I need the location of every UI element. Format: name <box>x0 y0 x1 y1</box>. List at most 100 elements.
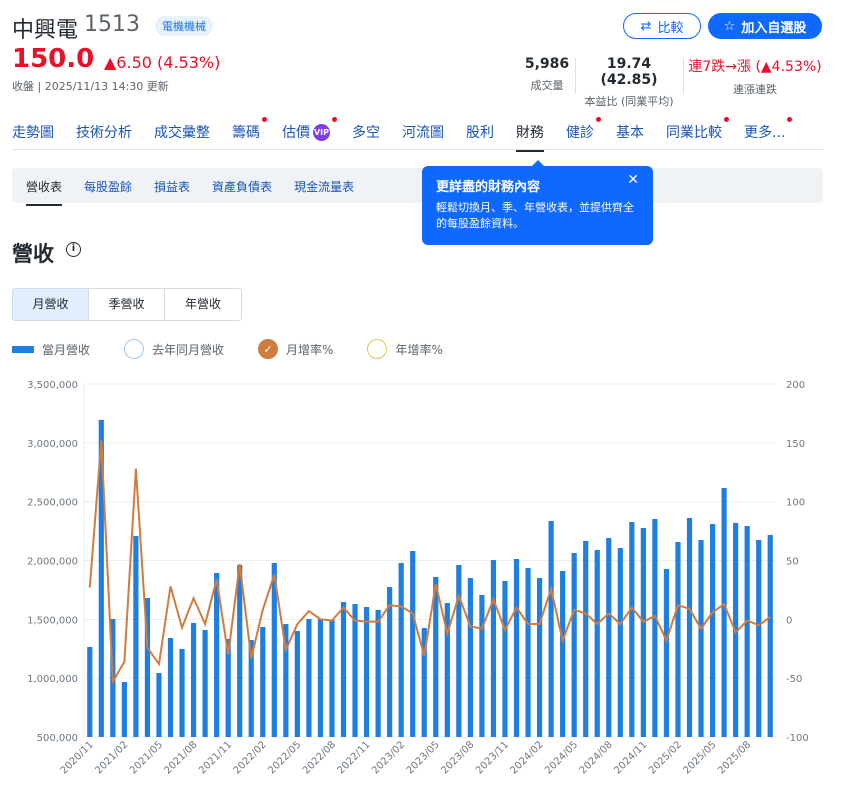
industry-tag[interactable]: 電機機械 <box>155 16 213 36</box>
revenue-bar <box>606 538 612 737</box>
stat-streak: 連7跌→漲 (▲4.53%) 連漲連跌 <box>688 59 822 96</box>
nav-tab-12[interactable]: 更多... <box>744 117 793 152</box>
chart-legend: 當月營收 去年同月營收 ✓ 月增率% 年增率% <box>12 339 477 359</box>
add-watchlist-button[interactable]: ☆ 加入自選股 <box>708 13 822 39</box>
y-right-tick: 50 <box>786 557 799 568</box>
y-right-tick: -100 <box>786 733 809 744</box>
revenue-bar <box>225 638 231 737</box>
x-tick: 2023/11 <box>474 739 511 776</box>
divider <box>683 58 684 94</box>
revenue-bar <box>583 540 589 737</box>
revenue-bar <box>190 622 197 737</box>
notification-dot <box>724 117 729 122</box>
nav-tab-4[interactable]: 估價 VIP <box>282 117 337 152</box>
y-left-tick: 3,000,000 <box>27 439 78 450</box>
revenue-bar <box>433 576 439 737</box>
legend-yoy[interactable]: 年增率% <box>367 339 443 359</box>
nav-tab-8[interactable]: 財務 <box>516 122 544 152</box>
nav-tab-11[interactable]: 同業比較 <box>666 117 729 152</box>
revenue-bar <box>686 518 693 737</box>
revenue-bar <box>248 640 254 737</box>
x-tick: 2022/05 <box>266 739 303 776</box>
revenue-bar <box>502 580 508 737</box>
section-title: 營收 <box>12 242 54 266</box>
revenue-bar <box>594 550 600 737</box>
subtab-3[interactable]: 資產負債表 <box>212 180 273 194</box>
y-left-tick: 2,000,000 <box>27 557 78 568</box>
nav-tab-2[interactable]: 成交彙整 <box>154 125 210 141</box>
revenue-bar <box>214 572 220 737</box>
subtab-1[interactable]: 每股盈餘 <box>84 180 133 194</box>
revenue-bar <box>156 672 162 737</box>
revenue-bar <box>387 586 393 737</box>
stock-code: 1513 <box>84 12 140 37</box>
star-icon: ☆ <box>723 18 736 34</box>
revenue-bar <box>640 528 646 737</box>
close-icon[interactable]: ✕ <box>627 172 639 188</box>
compare-label: 比較 <box>657 20 684 36</box>
revenue-bar <box>421 628 427 737</box>
nav-tab-5[interactable]: 多空 <box>352 125 380 141</box>
revenue-bar <box>317 618 324 737</box>
nav-tab-6[interactable]: 河流圖 <box>402 125 444 141</box>
mom-line <box>88 440 771 686</box>
revenue-bar <box>756 540 762 737</box>
divider <box>12 149 823 150</box>
info-icon[interactable]: i <box>66 242 81 257</box>
revenue-bar <box>167 638 174 737</box>
x-tick: 2025/05 <box>682 739 719 776</box>
nav-tab-10[interactable]: 基本 <box>616 125 644 141</box>
subtabs: 營收表 每股盈餘 損益表 資產負債表 現金流量表 <box>26 178 376 206</box>
revenue-bar <box>398 562 404 737</box>
main-nav: 走勢圖 技術分析 成交彙整 籌碼 估價 VIP 多空 河流圖 股利 財務 健診 基本 同業比較 更多... <box>12 117 807 152</box>
revenue-bar <box>652 518 658 737</box>
period-quarterly[interactable]: 季營收 <box>89 289 165 320</box>
revenue-bar <box>144 598 151 737</box>
nav-tab-0[interactable]: 走勢圖 <box>12 125 54 141</box>
revenue-bar <box>536 578 543 737</box>
subtab-bar <box>12 168 823 203</box>
nav-tab-7[interactable]: 股利 <box>466 125 494 141</box>
x-tick: 2021/08 <box>163 739 200 776</box>
nav-tab-1[interactable]: 技術分析 <box>76 125 132 141</box>
revenue-bar <box>698 540 704 737</box>
x-tick: 2021/05 <box>128 739 165 776</box>
nav-tab-9[interactable]: 健診 <box>566 117 601 152</box>
legend-last-year-revenue[interactable]: 去年同月營收 <box>124 339 224 359</box>
notification-dot <box>262 117 267 122</box>
revenue-bar <box>179 648 185 737</box>
revenue-bar <box>548 520 554 737</box>
y-right-tick: 150 <box>786 439 805 450</box>
legend-monthly-revenue[interactable]: 當月營收 <box>12 341 90 358</box>
add-watchlist-label: 加入自選股 <box>741 20 807 36</box>
x-tick: 2024/05 <box>543 739 580 776</box>
revenue-bar <box>121 682 127 737</box>
y-right-tick: 0 <box>786 615 792 626</box>
x-tick: 2022/02 <box>232 739 269 776</box>
check-icon: ✓ <box>258 339 279 359</box>
x-tick: 2022/11 <box>336 739 373 776</box>
revenue-bar <box>525 568 531 737</box>
revenue-bar <box>513 558 520 737</box>
period-yearly[interactable]: 年營收 <box>184 297 221 311</box>
nav-tab-3[interactable]: 籌碼 <box>232 117 267 152</box>
bar-swatch-icon <box>12 345 34 353</box>
legend-mom[interactable]: ✓ 月增率% <box>258 339 333 359</box>
revenue-bar <box>294 630 300 737</box>
compare-button[interactable]: ⇄ 比較 <box>623 13 701 39</box>
circle-toggle-icon <box>367 339 388 359</box>
revenue-bar <box>133 536 139 737</box>
revenue-bar <box>467 578 473 737</box>
x-tick: 2020/11 <box>59 739 96 776</box>
divider <box>575 58 576 94</box>
revenue-bar <box>767 534 773 737</box>
x-tick: 2024/08 <box>578 739 615 776</box>
y-left-tick: 500,000 <box>37 733 78 744</box>
subtab-2[interactable]: 損益表 <box>154 180 191 194</box>
popover-title: 更詳盡的財務內容 <box>436 180 541 195</box>
subtab-4[interactable]: 現金流量表 <box>294 180 355 194</box>
period-monthly[interactable]: 月營收 <box>13 289 89 320</box>
subtab-0[interactable]: 營收表 <box>26 178 63 206</box>
revenue-chart: 500,000 1,000,000 1,500,000 2,000,000 2,500,… <box>27 380 809 776</box>
revenue-bar <box>663 568 670 737</box>
